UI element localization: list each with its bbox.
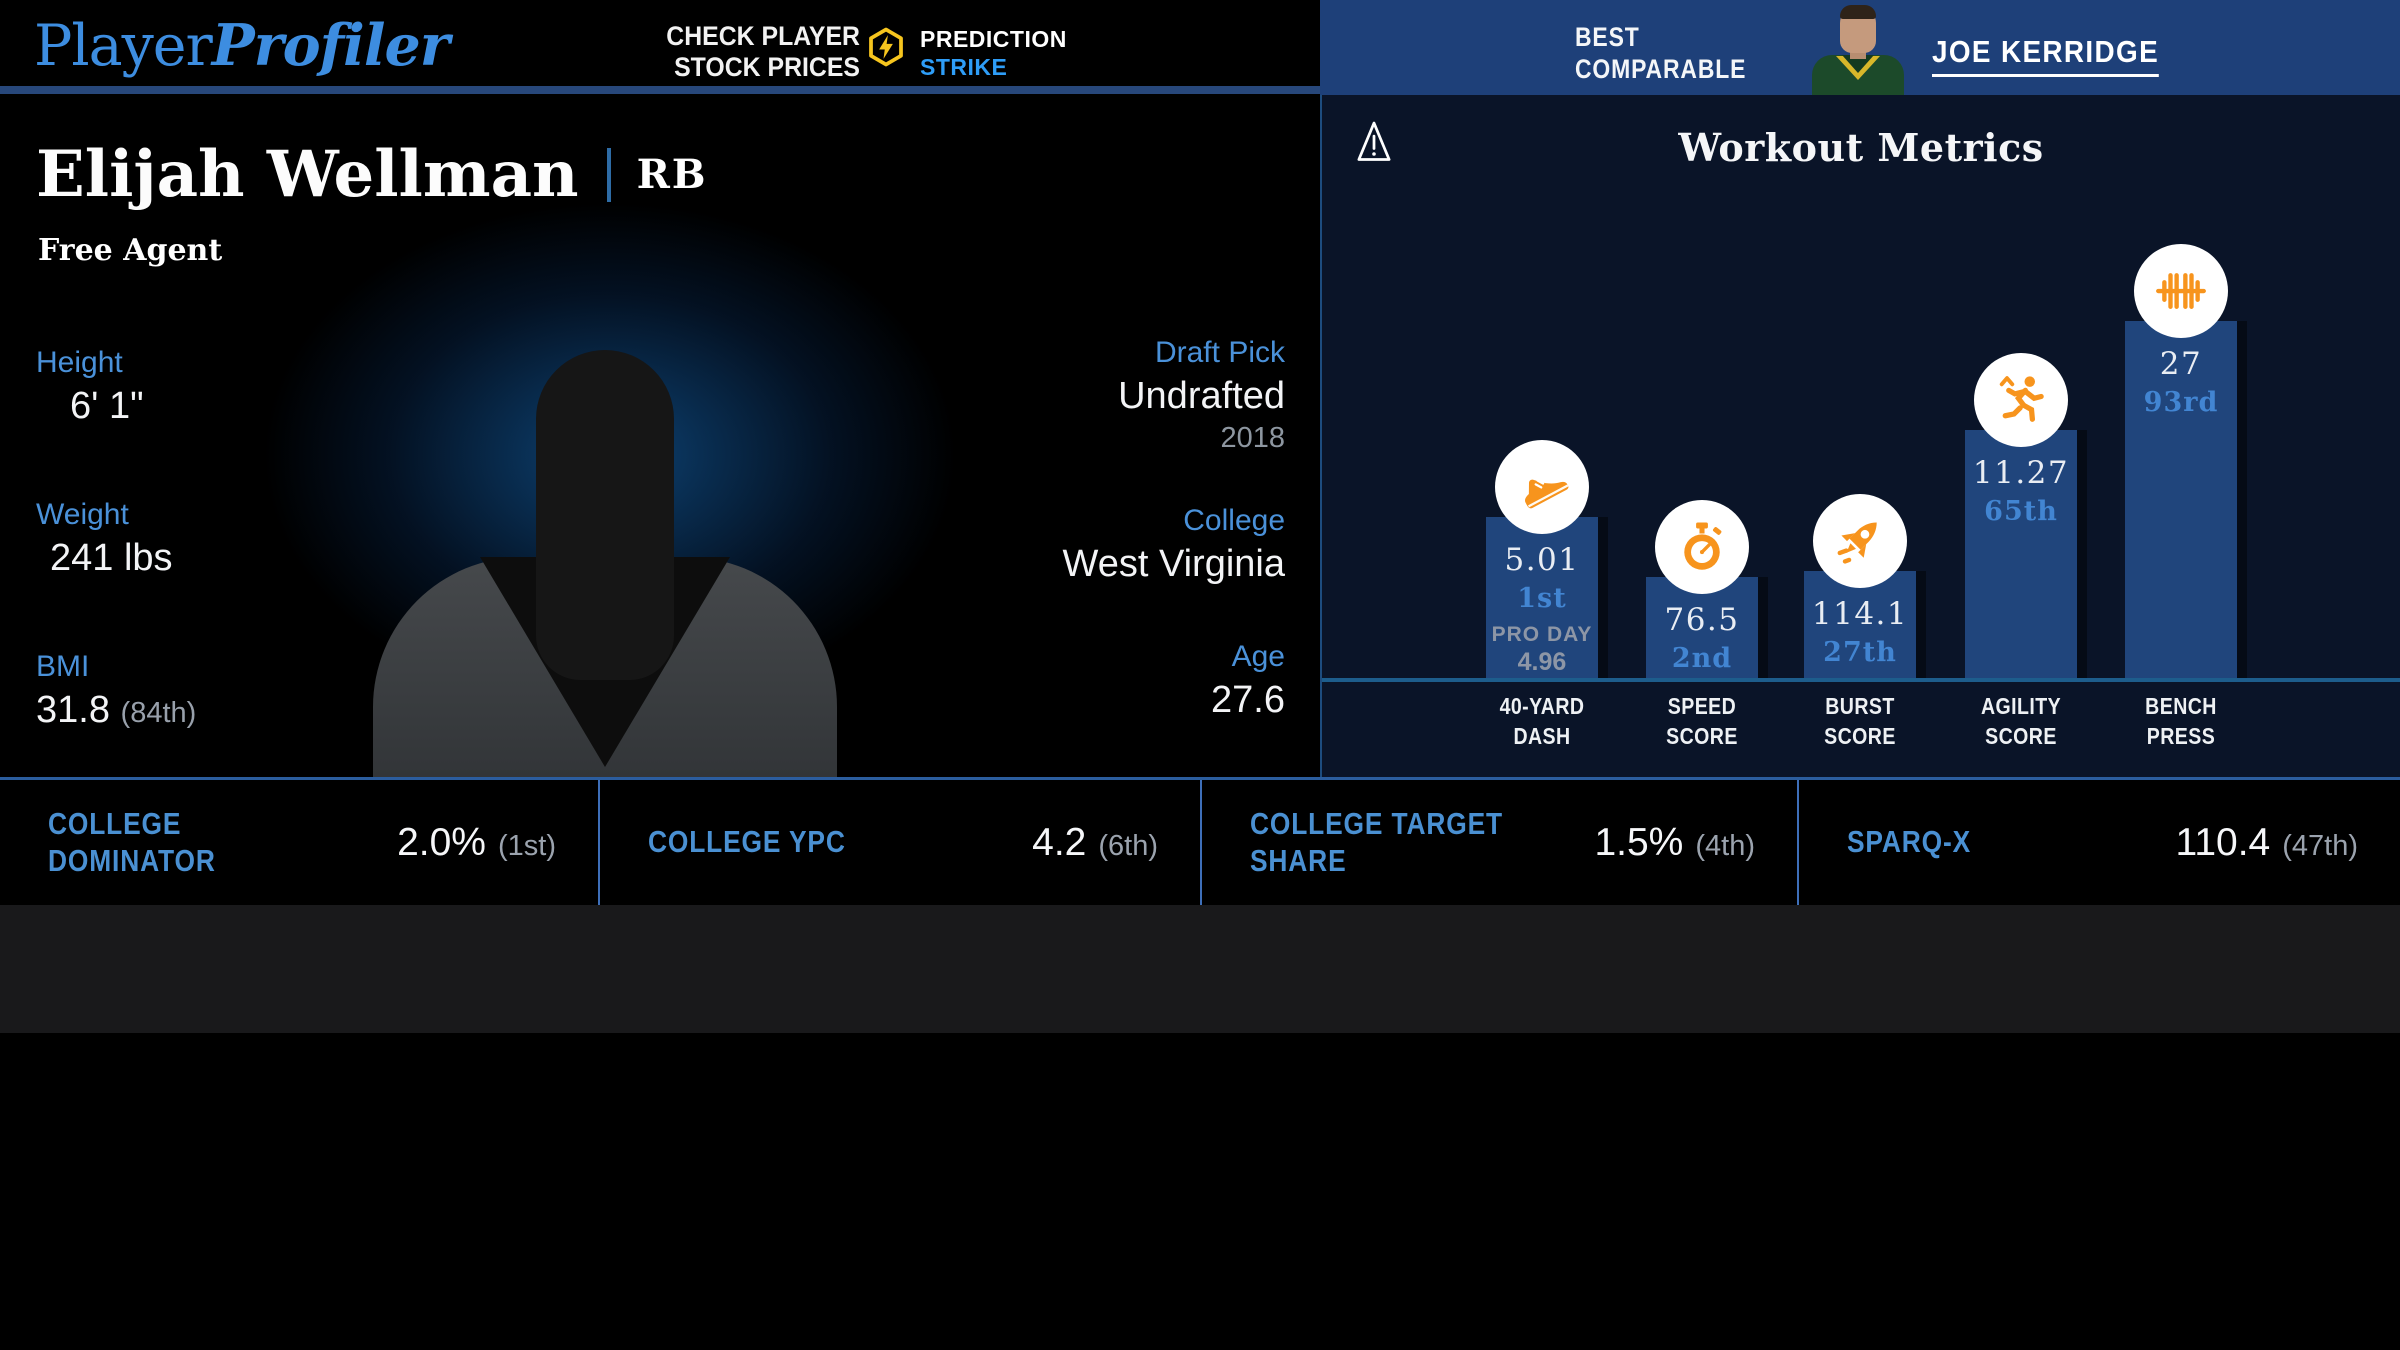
bar-value: 5.01	[1504, 542, 1580, 578]
bar-percentile: 27th	[1823, 637, 1897, 668]
metric-college-target-share: COLLEGE TARGET SHARE 1.5% (4th)	[1200, 780, 1797, 905]
bar-speed-score: 76.5 2nd	[1646, 500, 1758, 678]
header-divider	[0, 86, 1320, 94]
college-stat: College West Virginia	[1062, 504, 1285, 585]
metric-value: 4.2	[1032, 820, 1087, 864]
pro-day-note: PRO DAY 4.96	[1491, 623, 1593, 676]
bar-agility-score: 11.27 65th	[1965, 353, 2077, 678]
jersey	[1812, 55, 1904, 95]
weight-stat: Weight 241 lbs	[36, 498, 173, 579]
prediction-strike-link[interactable]: PREDICTION STRIKE	[920, 25, 1067, 81]
running-shoe-icon	[1495, 440, 1589, 534]
x-axis-label-burst-score: BURST SCORE	[1824, 693, 1896, 749]
metric-percentile: (4th)	[1695, 829, 1755, 862]
bmi-label: BMI	[36, 650, 90, 683]
metric-value: 1.5%	[1594, 820, 1684, 864]
site-logo[interactable]: PlayerProfiler	[34, 12, 450, 79]
bar-value: 27	[2159, 346, 2203, 382]
metric-percentile: (1st)	[498, 829, 556, 862]
weight-value: 241 lbs	[50, 537, 173, 579]
x-axis-label-speed-score: SPEED SCORE	[1666, 693, 1738, 749]
weight-label: Weight	[36, 498, 129, 531]
college-label: College	[1183, 504, 1285, 537]
x-axis-label-agility-score: AGILITY SCORE	[1980, 693, 2062, 749]
bar-bench-press: 27 93rd	[2125, 244, 2237, 678]
logo-player-text: Player	[34, 13, 213, 79]
metric-label[interactable]: SPARQ-X	[1847, 824, 1972, 860]
player-name-row: Elijah Wellman RB	[36, 137, 708, 212]
height-label: Height	[36, 346, 123, 379]
bar-percentile: 93rd	[2143, 387, 2219, 418]
draft-pick-value: Undrafted	[1118, 375, 1285, 417]
height-value: 6' 1"	[70, 385, 144, 427]
stock-line1: CHECK PLAYER	[666, 21, 860, 51]
stock-prices-link[interactable]: CHECK PLAYER STOCK PRICES	[630, 21, 860, 84]
bmi-percentile: (84th)	[120, 697, 197, 729]
age-label: Age	[1231, 640, 1285, 673]
college-value: West Virginia	[1062, 543, 1285, 585]
metric-label[interactable]: COLLEGE TARGET SHARE	[1250, 805, 1503, 878]
warning-icon[interactable]	[1352, 119, 1396, 167]
draft-pick-label: Draft Pick	[1154, 336, 1285, 369]
x-axis-label-40-yard-dash: 40-YARD DASH	[1499, 693, 1585, 749]
bar-percentile: 2nd	[1671, 643, 1733, 674]
runner-icon	[1974, 353, 2068, 447]
metric-college-dominator: COLLEGE DOMINATOR 2.0% (1st)	[0, 780, 598, 905]
player-team-status: Free Agent	[38, 233, 223, 268]
rocket-icon	[1813, 494, 1907, 588]
stock-line2: STOCK PRICES	[674, 52, 860, 83]
metric-value: 2.0%	[397, 820, 486, 864]
draft-year: 2018	[1220, 422, 1285, 454]
footer-band	[0, 905, 2400, 1033]
prediction-text: PREDICTION	[920, 26, 1067, 52]
logo-profiler-text: Profiler	[211, 12, 450, 79]
bar-value: 11.27	[1972, 455, 2070, 491]
age-value: 27.6	[1211, 679, 1285, 721]
x-axis-label-bench-press: BENCH PRESS	[2145, 693, 2217, 749]
player-summary-panel: Elijah Wellman RB Free Agent Height 6' 1…	[0, 95, 1320, 777]
metric-value: 110.4	[2175, 820, 2271, 864]
player-position: RB	[636, 151, 708, 198]
comparable-player-link[interactable]: JOE KERRIDGE	[1932, 34, 2160, 77]
bmi-value: 31.8 (84th)	[36, 689, 197, 731]
metric-percentile: (47th)	[2282, 829, 2358, 862]
prediction-strike-icon[interactable]	[866, 26, 906, 68]
comparable-player-photo[interactable]	[1788, 3, 1928, 95]
college-metrics-row: COLLEGE DOMINATOR 2.0% (1st) COLLEGE YPC …	[0, 777, 2400, 905]
stopwatch-icon	[1655, 500, 1749, 594]
bar-burst-score: 114.1 27th	[1804, 494, 1916, 678]
bar-percentile: 65th	[1984, 496, 2058, 527]
name-position-divider	[606, 147, 611, 202]
height-stat: Height 6' 1"	[36, 346, 144, 427]
metric-sparq-x: SPARQ-X 110.4 (47th)	[1797, 780, 2400, 905]
chart-title: Workout Metrics	[1678, 125, 2044, 170]
bar-value: 114.1	[1811, 596, 1909, 632]
bar-value: 76.5	[1664, 602, 1740, 638]
bar-percentile: 1st	[1517, 583, 1567, 614]
workout-metrics-panel: Workout Metrics 5.01 1st PRO DAY 4.96	[1320, 95, 2400, 777]
player-name: Elijah Wellman	[36, 137, 579, 212]
best-comparable-label: BEST COMPARABLE	[1575, 22, 1747, 85]
bmi-stat: BMI 31.8 (84th)	[36, 650, 197, 731]
age-stat: Age 27.6	[1211, 640, 1285, 721]
metric-percentile: (6th)	[1098, 829, 1158, 862]
chart-baseline	[1322, 678, 2400, 682]
player-silhouette-head	[536, 350, 674, 680]
bar-40-yard-dash: 5.01 1st PRO DAY 4.96	[1486, 440, 1598, 678]
best-comparable-band: BEST COMPARABLE JOE KERRIDGE	[1320, 0, 2400, 95]
metric-label[interactable]: COLLEGE DOMINATOR	[48, 805, 216, 878]
metric-college-ypc: COLLEGE YPC 4.2 (6th)	[598, 780, 1200, 905]
metric-label[interactable]: COLLEGE YPC	[648, 824, 846, 860]
strike-text: STRIKE	[920, 54, 1008, 81]
draft-pick-stat: Draft Pick Undrafted 2018	[1118, 338, 1285, 453]
barbell-icon	[2134, 244, 2228, 338]
